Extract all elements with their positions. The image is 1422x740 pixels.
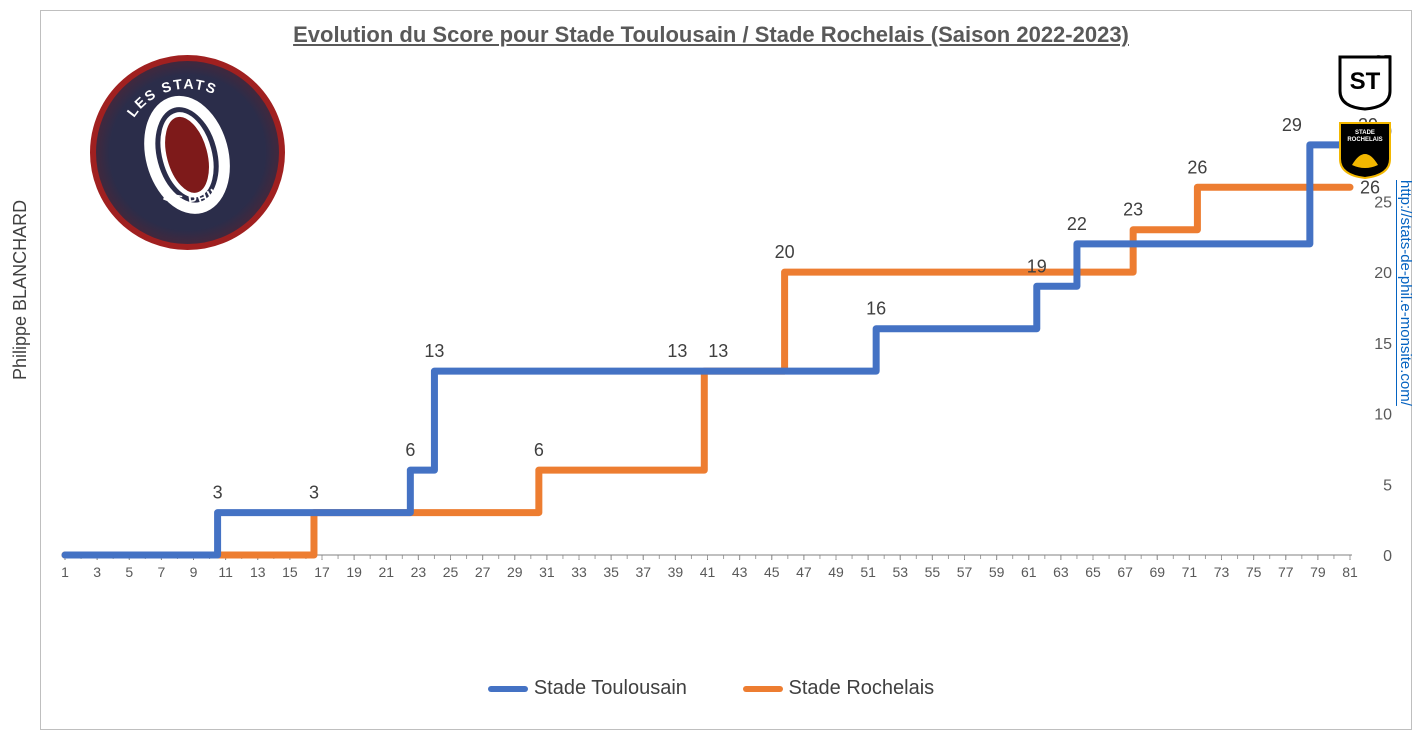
svg-text:47: 47	[796, 564, 812, 580]
legend-label-toulouse: Stade Toulousain	[534, 677, 687, 700]
svg-text:23: 23	[411, 564, 427, 580]
svg-text:61: 61	[1021, 564, 1037, 580]
rochelle-badge: STADE ROCHELAIS	[1336, 121, 1394, 179]
svg-text:5: 5	[125, 564, 133, 580]
svg-text:20: 20	[775, 242, 795, 262]
svg-text:35: 35	[603, 564, 619, 580]
svg-text:25: 25	[443, 564, 459, 580]
legend-swatch-rochelle	[743, 686, 783, 692]
svg-text:13: 13	[424, 341, 444, 361]
svg-text:29: 29	[1282, 115, 1302, 135]
svg-text:1: 1	[61, 564, 69, 580]
svg-text:9: 9	[190, 564, 198, 580]
svg-text:6: 6	[405, 440, 415, 460]
svg-text:22: 22	[1067, 214, 1087, 234]
svg-text:27: 27	[475, 564, 491, 580]
legend-item-rochelle: Stade Rochelais	[743, 677, 935, 700]
svg-text:3: 3	[309, 483, 319, 503]
svg-text:37: 37	[635, 564, 651, 580]
svg-text:26: 26	[1187, 157, 1207, 177]
svg-text:11: 11	[218, 564, 233, 580]
chart-container: Evolution du Score pour Stade Toulousain…	[0, 0, 1422, 740]
svg-text:33: 33	[571, 564, 587, 580]
svg-text:26: 26	[1360, 177, 1380, 197]
svg-text:7: 7	[157, 564, 165, 580]
svg-text:81: 81	[1342, 564, 1358, 580]
legend-swatch-toulouse	[488, 686, 528, 692]
svg-text:49: 49	[828, 564, 844, 580]
svg-text:29: 29	[507, 564, 523, 580]
svg-text:13: 13	[667, 341, 687, 361]
svg-text:ST: ST	[1350, 68, 1381, 95]
svg-text:19: 19	[346, 564, 362, 580]
svg-text:16: 16	[866, 299, 886, 319]
svg-text:75: 75	[1246, 564, 1262, 580]
svg-text:45: 45	[764, 564, 780, 580]
svg-text:55: 55	[925, 564, 941, 580]
svg-text:STADE: STADE	[1355, 130, 1375, 136]
svg-text:43: 43	[732, 564, 748, 580]
svg-text:63: 63	[1053, 564, 1069, 580]
toulouse-badge: ST	[1336, 53, 1394, 111]
svg-text:39: 39	[668, 564, 684, 580]
svg-text:ROCHELAIS: ROCHELAIS	[1347, 137, 1382, 143]
plot-area: 1357911131517192123252729313335373941434…	[0, 0, 1422, 600]
svg-text:13: 13	[708, 341, 728, 361]
svg-text:3: 3	[93, 564, 101, 580]
svg-text:15: 15	[282, 564, 298, 580]
legend: Stade Toulousain Stade Rochelais	[0, 675, 1422, 701]
svg-text:73: 73	[1214, 564, 1230, 580]
svg-text:65: 65	[1085, 564, 1101, 580]
svg-text:21: 21	[378, 564, 394, 580]
svg-text:19: 19	[1027, 256, 1047, 276]
legend-label-rochelle: Stade Rochelais	[789, 677, 935, 700]
svg-text:15: 15	[1374, 336, 1392, 353]
svg-text:31: 31	[539, 564, 555, 580]
svg-text:79: 79	[1310, 564, 1326, 580]
svg-text:77: 77	[1278, 564, 1294, 580]
svg-text:67: 67	[1117, 564, 1133, 580]
svg-text:6: 6	[534, 440, 544, 460]
svg-text:69: 69	[1149, 564, 1165, 580]
svg-text:71: 71	[1182, 564, 1198, 580]
svg-text:53: 53	[892, 564, 908, 580]
svg-text:59: 59	[989, 564, 1005, 580]
legend-item-toulouse: Stade Toulousain	[488, 677, 687, 700]
svg-text:10: 10	[1374, 407, 1392, 424]
svg-text:3: 3	[213, 483, 223, 503]
svg-text:20: 20	[1374, 265, 1392, 282]
svg-text:41: 41	[700, 564, 716, 580]
svg-text:23: 23	[1123, 200, 1143, 220]
svg-text:13: 13	[250, 564, 266, 580]
svg-text:51: 51	[860, 564, 876, 580]
svg-text:0: 0	[1383, 548, 1392, 565]
svg-text:57: 57	[957, 564, 973, 580]
svg-text:17: 17	[314, 564, 330, 580]
svg-text:5: 5	[1383, 477, 1392, 494]
